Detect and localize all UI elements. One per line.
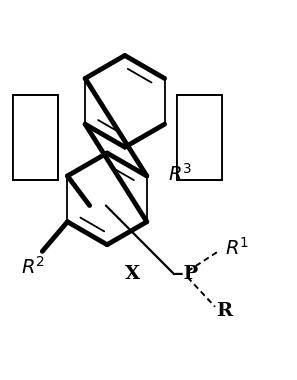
Bar bbox=[13, 96, 57, 179]
Bar bbox=[12, 95, 58, 180]
Bar bbox=[178, 96, 222, 179]
Text: –P: –P bbox=[174, 265, 198, 283]
Bar bbox=[177, 95, 222, 180]
Text: X: X bbox=[125, 265, 140, 283]
Bar bbox=[12, 95, 58, 180]
Text: $R^{3}$: $R^{3}$ bbox=[168, 163, 192, 185]
Text: R: R bbox=[217, 302, 233, 320]
Text: $R^{2}$: $R^{2}$ bbox=[21, 256, 45, 278]
Text: $R^{1}$: $R^{1}$ bbox=[225, 237, 249, 259]
Bar bbox=[177, 95, 222, 180]
